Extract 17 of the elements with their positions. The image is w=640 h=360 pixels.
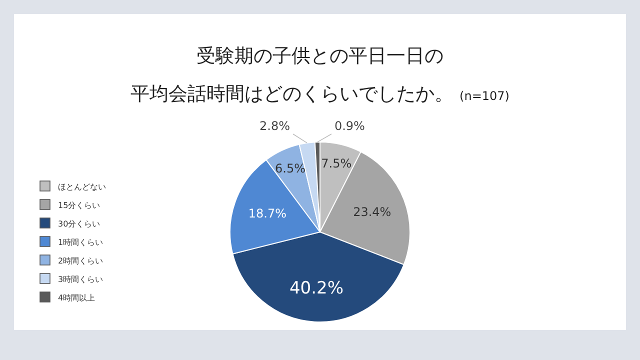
- data-label: 2.8%: [260, 119, 290, 133]
- data-label: 40.2%: [289, 278, 344, 299]
- data-label: 23.4%: [353, 205, 392, 220]
- legend-label: 4時間以上: [58, 294, 96, 302]
- data-label: 7.5%: [321, 156, 352, 171]
- legend-label: 30分くらい: [58, 220, 100, 228]
- legend-label: ほとんどない: [58, 182, 106, 192]
- text: (n=107): [460, 89, 510, 103]
- data-label: 0.9%: [334, 119, 365, 133]
- chart-subtitle: 平均会話時間はどのくらいでしたか。: [130, 83, 454, 105]
- legend-label: 2時間くらい: [58, 256, 104, 266]
- legend-label: 3時間くらい: [58, 275, 104, 284]
- data-label: 6.5%: [275, 161, 306, 176]
- legend-label: 15分くらい: [58, 201, 100, 210]
- chart-title: 受験期の子供との平日一日の: [196, 45, 444, 67]
- legend-label: 1時間くらい: [58, 238, 104, 247]
- data-label: 18.7%: [248, 206, 286, 220]
